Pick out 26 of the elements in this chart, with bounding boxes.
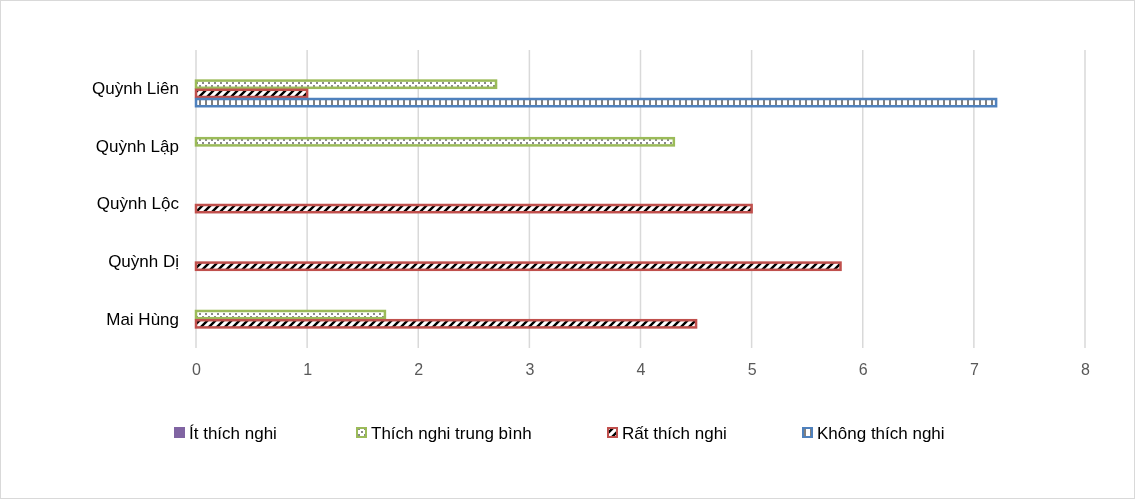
bar bbox=[194, 79, 498, 90]
bar bbox=[194, 318, 698, 329]
y-tick-label: Quỳnh Liên bbox=[92, 79, 179, 99]
x-tick-label: 8 bbox=[1081, 361, 1091, 379]
x-tick-label: 2 bbox=[414, 361, 424, 379]
legend-label: Rất thích nghi bbox=[622, 423, 727, 443]
y-tick-label: Quỳnh Lộc bbox=[96, 194, 180, 214]
bar bbox=[194, 309, 387, 320]
x-tick-label: 4 bbox=[636, 361, 646, 379]
legend-label: Không thích nghi bbox=[817, 423, 945, 443]
bar bbox=[194, 261, 842, 272]
y-tick-label: Mai Hùng bbox=[106, 309, 179, 329]
legend-label: Ít thích nghi bbox=[189, 423, 277, 443]
x-tick-label: 6 bbox=[858, 361, 868, 379]
bar bbox=[194, 97, 998, 108]
x-tick-label: 7 bbox=[969, 361, 979, 379]
y-tick-label: Quỳnh Dị bbox=[108, 252, 179, 272]
bar bbox=[194, 136, 676, 147]
bar bbox=[194, 88, 309, 99]
x-tick-label: 3 bbox=[525, 361, 535, 379]
legend-label: Thích nghi trung bình bbox=[371, 423, 532, 443]
y-tick-label: Quỳnh Lập bbox=[95, 136, 179, 156]
x-tick-label: 5 bbox=[747, 361, 757, 379]
x-tick-label: 1 bbox=[303, 361, 313, 379]
x-tick-label: 0 bbox=[192, 361, 202, 379]
bar bbox=[194, 203, 753, 214]
